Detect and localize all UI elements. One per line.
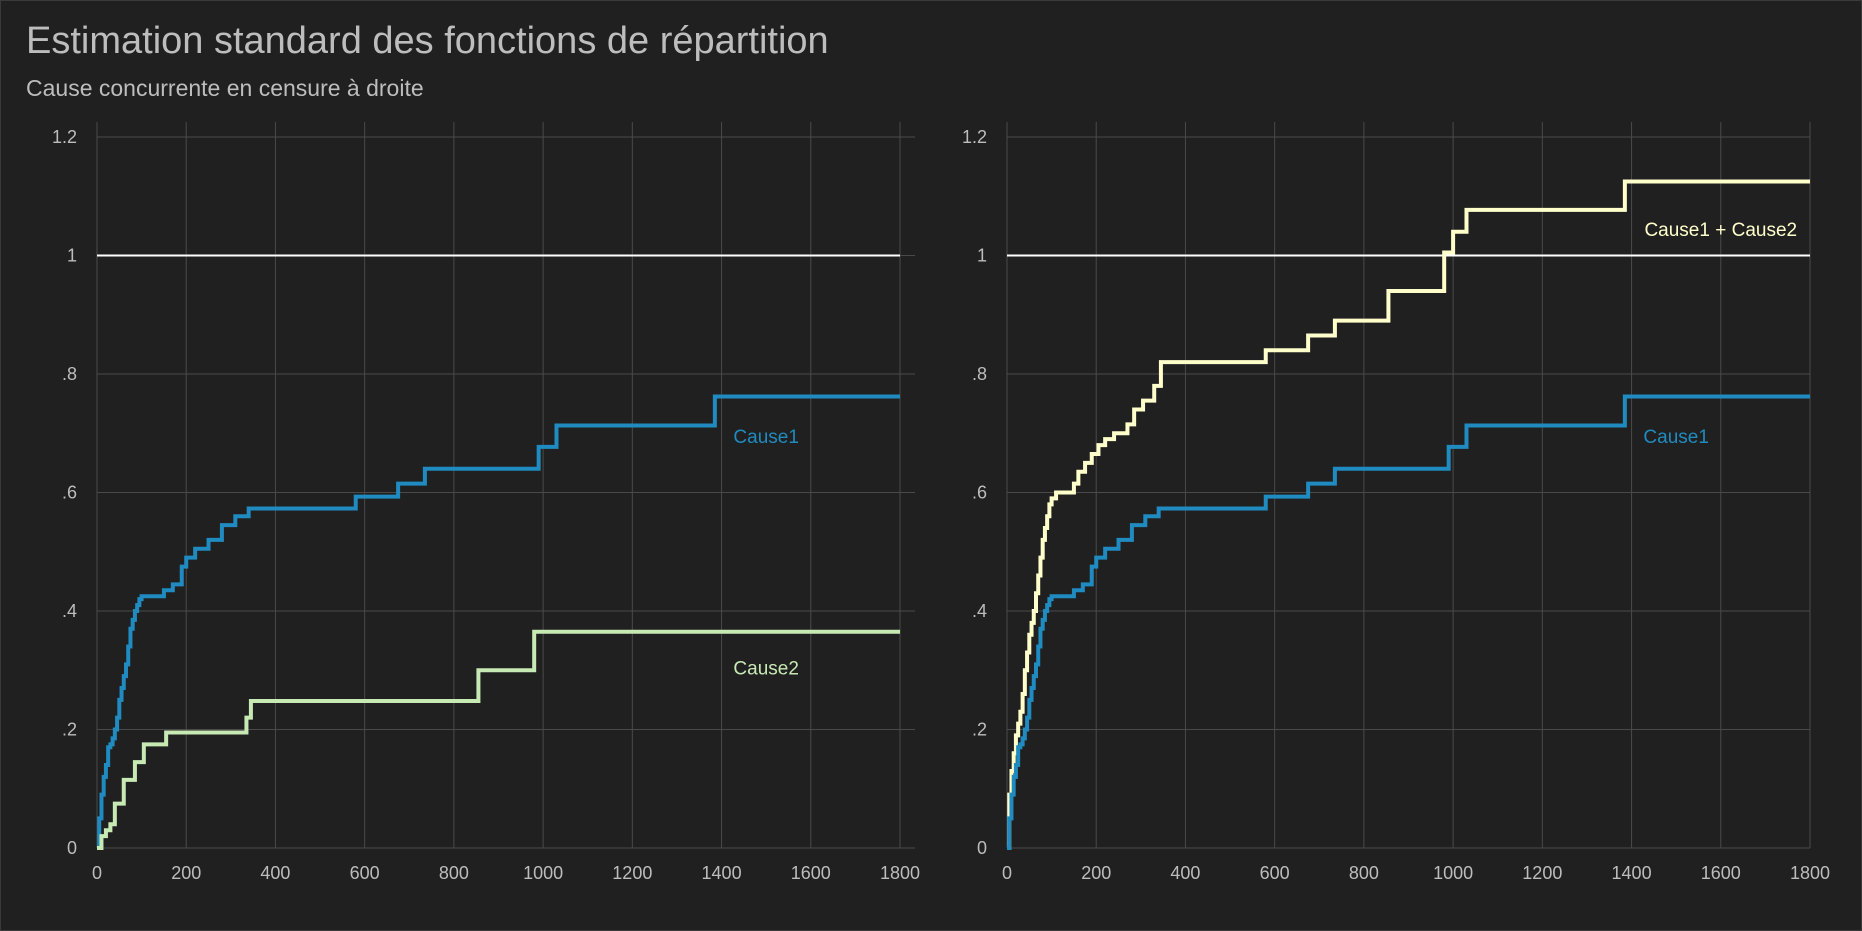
y-tick-label: 1.2 [52,127,77,147]
x-tick-label: 400 [1170,863,1200,883]
y-tick-label: .4 [62,601,77,621]
x-tick-label: 200 [171,863,201,883]
series-annotation: Cause1 [1643,427,1709,448]
y-tick-label: .6 [62,483,77,503]
y-tick-label: .2 [972,720,987,740]
y-tick-label: 0 [67,838,77,858]
x-tick-label: 1800 [1790,863,1830,883]
x-tick-label: 1600 [791,863,831,883]
x-tick-label: 1200 [612,863,652,883]
x-tick-label: 1000 [1433,863,1473,883]
y-tick-label: 1 [67,246,77,266]
y-tick-label: .4 [972,601,987,621]
x-tick-label: 800 [439,863,469,883]
chart-panel-2: 0 200 400 600 800 1000 1200 1400 1600 1800 0 .2 .4 .6… [962,122,1830,883]
y-tick-label: .2 [62,720,77,740]
x-tick-label: 1600 [1701,863,1741,883]
chart-title: Estimation standard des fonctions de rép… [26,20,829,62]
chart-panel-1: 0 200 400 600 800 1000 1200 1400 1600 1800 0 .2 .4 .6… [52,122,920,883]
series-annotation: Cause2 [733,658,799,679]
y-tick-label: .8 [62,364,77,384]
x-tick-label: 400 [260,863,290,883]
x-tick-label: 600 [1260,863,1290,883]
x-tick-label: 1800 [880,863,920,883]
series-line-cause1 [97,394,900,850]
y-tick-label: 0 [977,838,987,858]
x-tick-label: 1200 [1522,863,1562,883]
x-tick-label: 200 [1081,863,1111,883]
series-annotation: Cause1 [733,427,799,448]
x-tick-label: 800 [1349,863,1379,883]
x-tick-label: 1000 [523,863,563,883]
x-tick-label: 600 [350,863,380,883]
series-line-cause1 [1007,394,1810,850]
x-tick-label: 0 [1002,863,1012,883]
series-line-cause2 [97,629,900,850]
x-tick-label: 1400 [1612,863,1652,883]
series-line-cause1-cause2 [1007,179,1810,850]
y-tick-label: 1 [977,246,987,266]
series-annotation: Cause1 + Cause2 [1644,220,1797,241]
y-tick-label: .8 [972,364,987,384]
y-tick-label: .6 [972,483,987,503]
chart-subtitle: Cause concurrente en censure à droite [26,75,424,101]
x-tick-label: 0 [92,863,102,883]
x-tick-label: 1400 [702,863,742,883]
y-tick-label: 1.2 [962,127,987,147]
